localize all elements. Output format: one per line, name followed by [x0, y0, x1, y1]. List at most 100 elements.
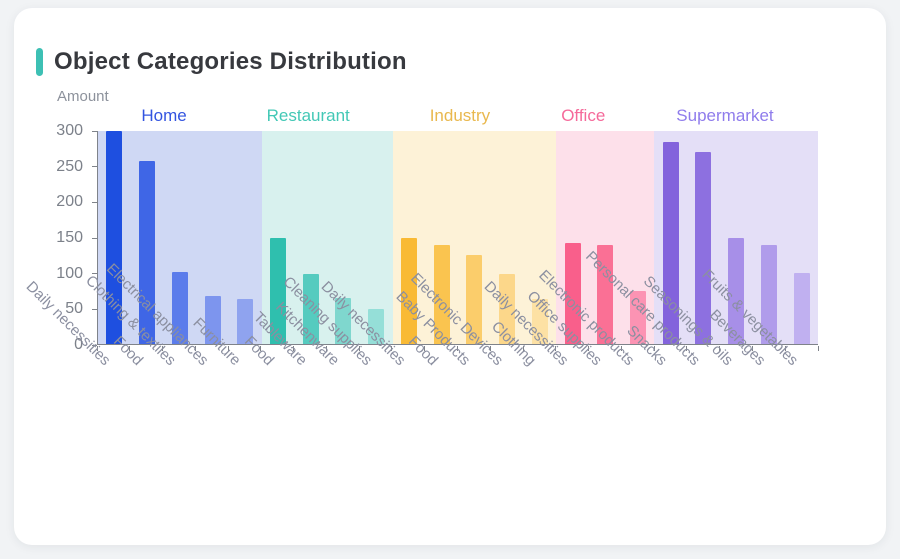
bar-clothing[interactable] [531, 299, 548, 344]
x-label-group: Snacks Personal care products Seasonings &… [582, 248, 818, 523]
x-tick-mark [784, 346, 786, 351]
bar-personal-care-products[interactable] [695, 151, 712, 344]
bar-slot [425, 131, 458, 344]
x-label-slot: Daily necessities [481, 278, 589, 523]
bar-baby-products[interactable] [466, 255, 483, 344]
x-label-slot: Furniture [190, 315, 261, 523]
bar-snacks[interactable] [662, 141, 679, 344]
x-tick-mark [260, 346, 262, 351]
group-label-industry: Industry [429, 106, 491, 125]
bar-slot [589, 131, 622, 344]
x-label-slot: Office supplies [524, 288, 622, 523]
x-tick-mark [620, 346, 622, 351]
bar-electrical-appliances[interactable] [204, 295, 221, 344]
bar-slot [687, 131, 720, 344]
x-label-slot: Daily necessities [317, 278, 425, 523]
bar-slot [785, 131, 818, 344]
x-tick-mark [424, 346, 426, 351]
group-panel-supermarket [654, 131, 819, 344]
bar-daily-necessities[interactable] [564, 243, 581, 344]
bar-slot [163, 131, 196, 344]
bar-food[interactable] [139, 160, 156, 344]
x-tick-mark [194, 346, 196, 351]
x-label-slot: Beverages [706, 306, 785, 523]
bar-beverages[interactable] [760, 244, 777, 344]
bar-cleaning-supplies[interactable] [368, 308, 385, 344]
x-label-slot: Tableware [250, 309, 327, 523]
x-label-slot: Fruits & vegetables [699, 266, 818, 523]
y-axis: 0 50 100 150 200 250 300 [14, 122, 97, 353]
chart-card: Object Categories Distribution Amount 0 5… [14, 8, 886, 545]
title-accent-bar [36, 48, 43, 76]
x-tick-mark [162, 346, 164, 351]
group-label-office: Office [561, 106, 606, 125]
bar-slot [654, 131, 687, 344]
x-tick-mark [653, 346, 655, 351]
x-label-slot: Food [405, 333, 458, 523]
bar-kitchenware[interactable] [335, 297, 352, 344]
y-tick-mark [92, 130, 97, 132]
x-tick-mark [489, 346, 491, 351]
x-label-slot: Snacks [624, 322, 687, 523]
bar-office-supplies[interactable] [597, 245, 614, 344]
x-label-slot: Baby Products [393, 288, 490, 523]
bar-electronic-products[interactable] [630, 290, 647, 344]
bar-slot [491, 131, 524, 344]
x-label-slot: Personal care products [582, 248, 720, 523]
bar-electronic-devices[interactable] [499, 273, 516, 344]
bar-clothing-textiles[interactable] [171, 271, 188, 344]
x-label-slot: Cleaning supplies [280, 273, 392, 523]
bar-tableware[interactable] [302, 274, 319, 344]
x-label-group: Daily necessities Food Baby Products Electr… [317, 270, 556, 523]
y-tick-label: 100 [56, 264, 83, 282]
bar-chart: 0 50 100 150 200 250 300 Home Restaurant Industr… [14, 8, 886, 545]
bar-slot [131, 131, 164, 344]
bar-seasonings-oils[interactable] [728, 238, 745, 344]
bar-furniture[interactable] [237, 298, 254, 344]
group-label-home: Home [141, 106, 187, 125]
x-tick-mark [751, 346, 753, 351]
x-tick-mark [686, 346, 688, 351]
y-tick-mark [92, 344, 97, 346]
y-tick-mark [92, 166, 97, 168]
bar-slot [262, 131, 295, 344]
group-label-supermarket: Supermarket [676, 106, 774, 125]
title-row: Object Categories Distribution [36, 48, 407, 76]
x-tick-mark [129, 346, 131, 351]
y-tick-label: 150 [56, 229, 83, 246]
group-panel-restaurant [261, 131, 393, 344]
x-tick-mark [325, 346, 327, 351]
bar-slot [360, 131, 393, 344]
y-axis-title: Amount [57, 88, 109, 105]
bar-slot [327, 131, 360, 344]
x-label-slot: Food [241, 333, 294, 523]
x-tick-mark [522, 346, 524, 351]
bar-fruits-vegetables[interactable] [793, 273, 810, 344]
bar-slot [393, 131, 426, 344]
x-tick-mark [358, 346, 360, 351]
x-label-group: Daily necessities Food Clothing & textiles… [22, 260, 261, 523]
chart-title: Object Categories Distribution [54, 48, 407, 75]
plot-area [97, 131, 819, 345]
bar-slot [720, 131, 753, 344]
x-tick-mark [817, 346, 819, 351]
y-tick-mark [92, 308, 97, 310]
bar-food[interactable] [433, 245, 450, 344]
x-label-slot: Electronic Devices [407, 270, 523, 523]
bar-slot [229, 131, 262, 344]
x-label-slot: Clothing [488, 318, 556, 523]
x-label-slot: Electrical appliances [103, 260, 228, 523]
bar-slot [458, 131, 491, 344]
bar-food[interactable] [270, 237, 286, 344]
bar-daily-necessities[interactable] [106, 131, 123, 344]
x-label-slot: Seasonings & oils [640, 273, 753, 523]
y-tick-label: 0 [74, 336, 83, 353]
bar-daily-necessities[interactable] [400, 237, 417, 344]
group-label-restaurant: Restaurant [266, 106, 350, 125]
x-tick-mark [588, 346, 590, 351]
group-headers: Home Restaurant Industry Office Supermarket [97, 104, 818, 128]
x-label-group: Daily necessities Office supplies Electron… [481, 267, 654, 523]
x-tick-mark [391, 346, 393, 351]
x-label-slot: Electronic products [536, 267, 654, 523]
bar-slot [753, 131, 786, 344]
